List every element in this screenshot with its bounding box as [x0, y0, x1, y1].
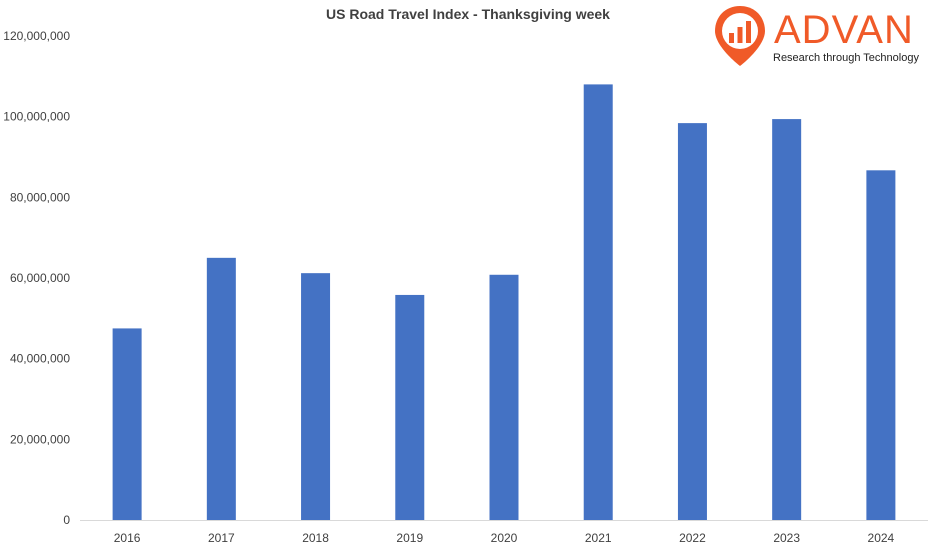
x-axis: 2016 2017 2018 2019 2020 2021 2022 2023 2024 [114, 531, 895, 545]
y-tick-label: 20,000,000 [10, 432, 70, 446]
bar-2021 [583, 84, 613, 521]
bar-2024 [866, 170, 896, 520]
x-tick-label: 2021 [585, 531, 612, 545]
bar-2016 [112, 328, 142, 520]
x-tick-label: 2020 [491, 531, 518, 545]
y-tick-label: 60,000,000 [10, 271, 70, 285]
x-tick-label: 2017 [208, 531, 235, 545]
bar-2017 [206, 257, 236, 520]
x-tick-label: 2022 [679, 531, 706, 545]
y-tick-label: 80,000,000 [10, 190, 70, 204]
bar-2023 [772, 119, 802, 520]
y-tick-label: 120,000,000 [3, 29, 70, 43]
y-axis: 0 20,000,000 40,000,000 60,000,000 80,000,00… [3, 29, 70, 527]
bars [112, 84, 896, 521]
x-tick-label: 2023 [773, 531, 800, 545]
advan-logo: ADVAN Research through Technology [712, 4, 928, 68]
logo-wordmark: ADVAN [774, 8, 914, 52]
x-tick-label: 2024 [868, 531, 895, 545]
x-tick-label: 2018 [302, 531, 329, 545]
bar-2022 [677, 123, 707, 521]
y-tick-label: 40,000,000 [10, 352, 70, 366]
y-tick-label: 100,000,000 [3, 110, 70, 124]
x-tick-label: 2019 [396, 531, 423, 545]
bar-2020 [489, 274, 519, 520]
location-pin-bar-chart-icon [715, 6, 765, 66]
chart-title: US Road Travel Index - Thanksgiving week [326, 6, 610, 22]
bar-2019 [395, 294, 425, 520]
x-tick-label: 2016 [114, 531, 141, 545]
bar-2018 [301, 273, 331, 520]
y-tick-label: 0 [63, 513, 70, 527]
logo-tagline: Research through Technology [773, 52, 919, 64]
